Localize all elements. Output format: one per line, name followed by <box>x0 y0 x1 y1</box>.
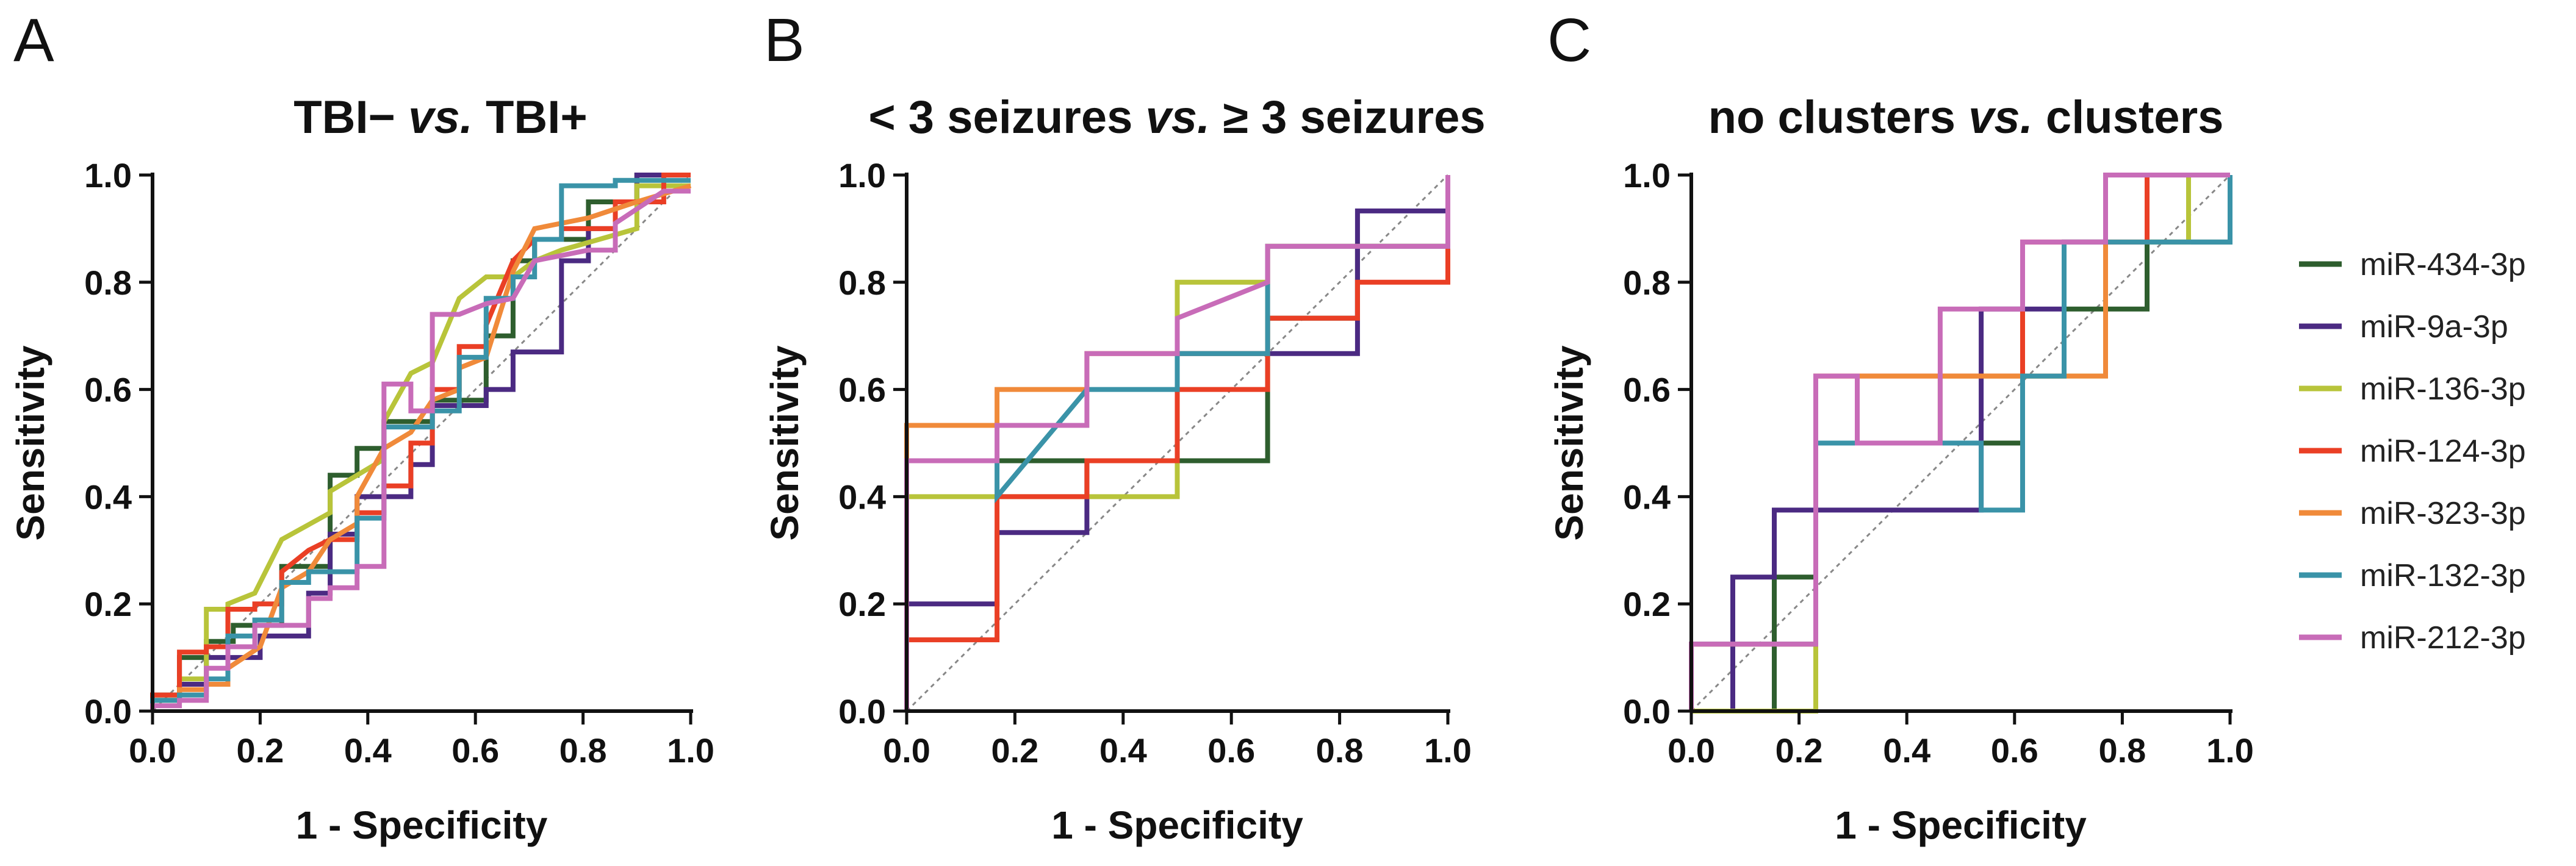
panel-title: < 3 seizures vs. ≥ 3 seizures <box>868 91 1485 143</box>
panel-title: no clusters vs. clusters <box>1708 91 2224 143</box>
series-line-mir-212-3p <box>904 175 1450 711</box>
panel-letter: A <box>13 6 54 74</box>
legend-label: miR-9a-3p <box>2360 309 2508 345</box>
title-part: vs. <box>1146 91 1211 143</box>
title-part: no clusters <box>1708 91 1969 143</box>
x-tick-label: 1.0 <box>2206 731 2254 770</box>
y-tick-label: 0.6 <box>838 371 886 409</box>
panel-c: Cno clusters vs. clusters 0.00.0 0.2 0.2 0.4… <box>1547 6 2254 847</box>
title-part: TBI− <box>293 91 408 143</box>
series-line-mir-212-3p <box>1689 173 2230 711</box>
y-tick-label: 1.0 <box>84 156 132 195</box>
title-part: vs. <box>1968 91 2033 143</box>
title-part: vs. <box>408 91 473 143</box>
series-line-mir-124-3p <box>904 175 1450 711</box>
x-tick-label: 0.8 <box>559 731 607 770</box>
x-tick-label: 0.6 <box>1207 731 1255 770</box>
legend: miR-434-3p miR-9a-3p miR-136-3p miR-124-3p m… <box>2299 247 2526 656</box>
x-tick-label: 0.4 <box>344 731 392 770</box>
x-tick-label: 0.0 <box>883 731 930 770</box>
panel-letter: C <box>1547 6 1591 74</box>
x-tick-label: 1.0 <box>667 731 714 770</box>
legend-label: miR-132-3p <box>2360 558 2526 593</box>
title-part: TBI+ <box>473 91 588 143</box>
y-tick-label: 0.0 <box>1623 692 1671 731</box>
legend-label: miR-212-3p <box>2360 620 2526 656</box>
panel-a: A TBI− vs. TBI+ 0.00.0 0.2 0.2 0.4 0.4 0.6 0.6 0.… <box>9 6 714 847</box>
y-tick-label: 0.4 <box>1623 478 1671 516</box>
x-tick-label: 0.8 <box>2098 731 2146 770</box>
y-axis-label: Sensitivity <box>1547 345 1591 541</box>
y-axis-label: Sensitivity <box>763 345 807 541</box>
x-tick-label: 0.6 <box>452 731 499 770</box>
y-tick-label: 1.0 <box>1623 156 1671 195</box>
y-tick-label: 0.6 <box>84 371 132 409</box>
x-axis-label: 1 - Specificity <box>1835 803 2087 847</box>
x-tick-label: 0.4 <box>1883 731 1930 770</box>
x-tick-label: 0.6 <box>1991 731 2038 770</box>
title-part: < 3 seizures <box>868 91 1145 143</box>
legend-label: miR-124-3p <box>2360 434 2526 469</box>
y-tick-label: 0.8 <box>838 263 886 302</box>
y-tick-label: 0.4 <box>84 478 132 516</box>
title-part: clusters <box>2033 91 2224 143</box>
y-tick-label: 0.2 <box>838 585 886 623</box>
x-tick-label: 1.0 <box>1424 731 1472 770</box>
panel-letter: B <box>764 6 805 74</box>
y-tick-label: 1.0 <box>838 156 886 195</box>
panel-b: B < 3 seizures vs. ≥ 3 seizures 0.00.0 0.2 0… <box>763 6 1486 847</box>
x-axis-label: 1 - Specificity <box>296 803 548 847</box>
x-axis-label: 1 - Specificity <box>1051 803 1303 847</box>
legend-item: miR-136-3p <box>2299 371 2526 407</box>
y-tick-label: 0.6 <box>1623 371 1671 409</box>
y-tick-label: 0.0 <box>838 692 886 731</box>
y-axis-label: Sensitivity <box>9 345 52 541</box>
x-tick-label: 0.2 <box>1775 731 1823 770</box>
y-tick-label: 0.8 <box>1623 263 1671 302</box>
title-part: ≥ 3 seizures <box>1210 91 1486 143</box>
x-tick-label: 0.8 <box>1316 731 1364 770</box>
y-tick-label: 0.2 <box>84 585 132 623</box>
x-tick-label: 0.2 <box>236 731 284 770</box>
legend-label: miR-323-3p <box>2360 496 2526 531</box>
x-tick-label: 0.0 <box>1668 731 1715 770</box>
y-tick-label: 0.8 <box>84 263 132 302</box>
panel-title: TBI− vs. TBI+ <box>293 91 588 143</box>
y-tick-label: 0.2 <box>1623 585 1671 623</box>
y-tick-label: 0.0 <box>84 692 132 731</box>
legend-item: miR-212-3p <box>2299 620 2526 656</box>
x-tick-label: 0.0 <box>129 731 176 770</box>
legend-item: miR-124-3p <box>2299 434 2526 469</box>
legend-item: miR-434-3p <box>2299 247 2526 282</box>
legend-item: miR-323-3p <box>2299 496 2526 531</box>
legend-label: miR-434-3p <box>2360 247 2526 282</box>
series-line-mir-212-3p <box>150 188 691 711</box>
x-tick-label: 0.2 <box>991 731 1038 770</box>
legend-item: miR-132-3p <box>2299 558 2526 593</box>
legend-item: miR-9a-3p <box>2299 309 2508 345</box>
x-tick-label: 0.4 <box>1099 731 1147 770</box>
legend-label: miR-136-3p <box>2360 371 2526 407</box>
y-tick-label: 0.4 <box>838 478 886 516</box>
